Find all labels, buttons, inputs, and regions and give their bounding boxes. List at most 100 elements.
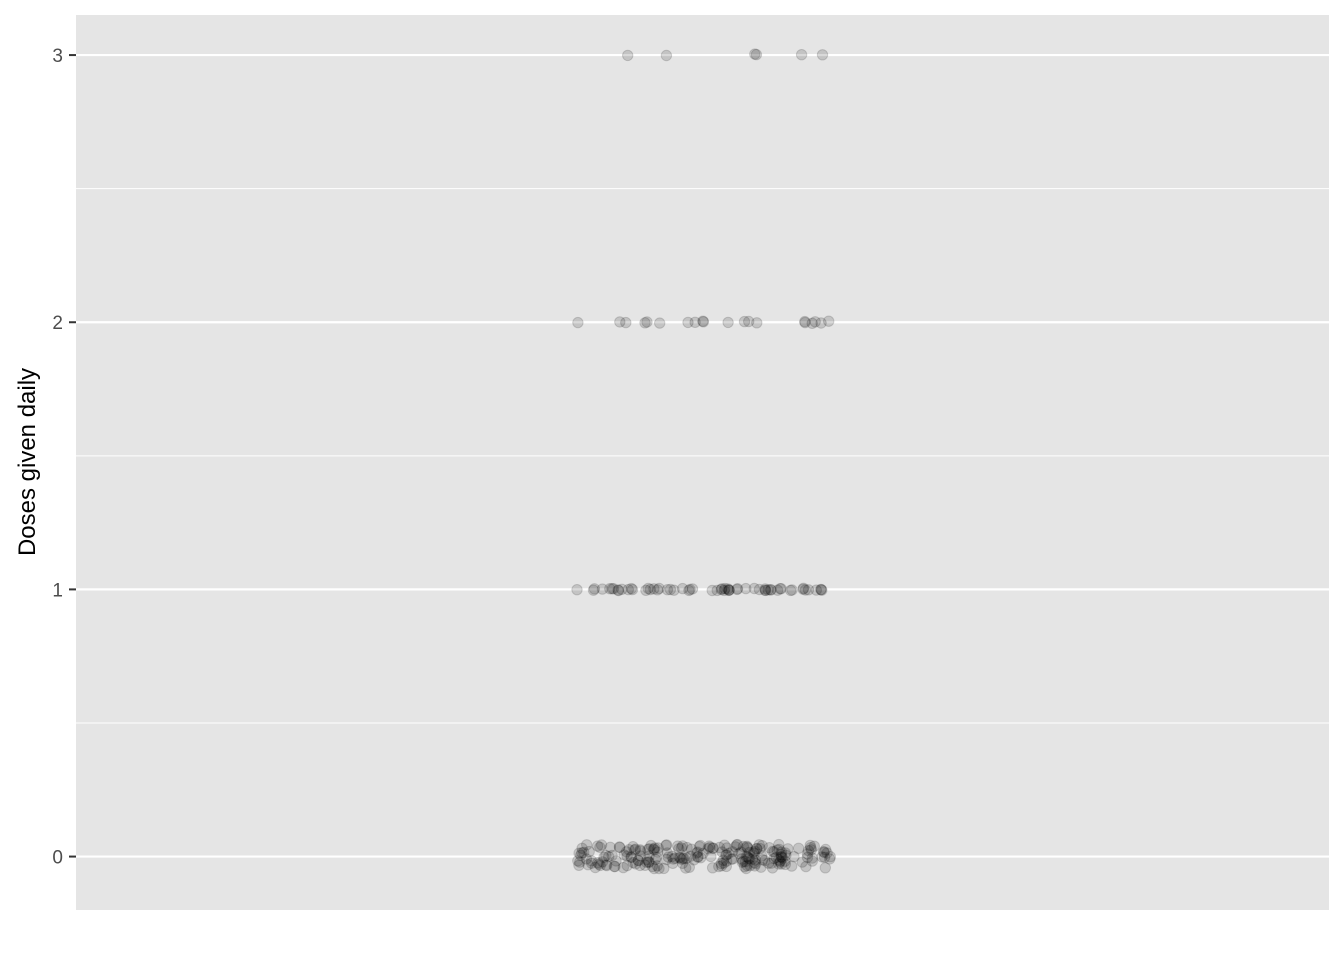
data-point — [804, 839, 816, 852]
data-point — [784, 584, 797, 597]
data-point — [680, 852, 693, 864]
data-point — [738, 861, 751, 873]
data-point — [750, 843, 763, 855]
data-point — [626, 583, 639, 596]
data-point — [723, 584, 735, 597]
data-point — [742, 842, 754, 854]
data-point — [621, 850, 633, 862]
data-point — [726, 846, 739, 858]
data-point — [649, 853, 662, 866]
data-point — [719, 582, 731, 595]
data-point — [604, 583, 616, 595]
data-point — [802, 584, 815, 596]
data-point — [749, 860, 761, 872]
data-point — [721, 849, 733, 861]
data-point — [799, 584, 812, 596]
data-point — [576, 847, 588, 859]
data-point — [775, 858, 788, 870]
data-point — [591, 840, 604, 852]
data-point — [747, 846, 760, 858]
data-point — [641, 854, 653, 866]
data-point — [684, 583, 696, 596]
data-point — [815, 584, 827, 596]
data-point — [683, 584, 695, 597]
data-point — [727, 853, 739, 865]
data-point — [770, 851, 782, 864]
data-point — [651, 584, 664, 596]
data-point — [689, 316, 701, 328]
data-point — [754, 842, 766, 855]
data-point — [639, 859, 651, 871]
data-point — [704, 841, 716, 853]
data-point — [743, 846, 756, 859]
data-point — [618, 849, 630, 861]
data-point — [824, 851, 836, 863]
data-point — [660, 839, 673, 851]
data-point — [816, 49, 829, 61]
data-point — [765, 584, 777, 596]
data-point — [799, 316, 811, 329]
data-point — [776, 851, 788, 863]
data-point — [662, 851, 674, 863]
data-point — [654, 317, 666, 329]
data-point — [762, 857, 775, 869]
data-point — [589, 861, 601, 874]
data-point — [748, 582, 760, 595]
data-point — [691, 846, 704, 858]
data-point — [628, 844, 641, 856]
data-point — [715, 583, 727, 596]
data-point — [806, 852, 818, 864]
data-point — [660, 853, 673, 866]
data-point — [743, 853, 756, 865]
y-axis-ticks: 0 1 2 3 — [52, 46, 76, 869]
data-point — [810, 584, 822, 596]
data-point — [646, 860, 659, 873]
data-point — [773, 858, 785, 870]
data-point — [681, 841, 693, 854]
data-point — [744, 859, 756, 872]
data-point — [721, 842, 733, 854]
data-point — [735, 846, 747, 858]
data-point — [627, 856, 639, 869]
data-point — [774, 583, 786, 595]
data-point — [705, 850, 717, 863]
data-point — [616, 583, 628, 595]
data-point — [748, 847, 760, 860]
data-point — [627, 841, 639, 853]
data-point — [673, 843, 685, 855]
data-point — [593, 858, 605, 870]
data-point — [664, 583, 677, 596]
data-point — [740, 862, 752, 875]
y-tick-label: 3 — [52, 46, 63, 67]
data-point — [718, 857, 730, 869]
data-point — [678, 852, 690, 864]
y-axis-title: Doses given daily — [14, 368, 41, 556]
data-point — [596, 583, 609, 595]
data-point — [623, 844, 635, 856]
data-point — [688, 854, 700, 866]
data-point — [818, 846, 830, 858]
data-point — [759, 584, 772, 597]
data-point — [718, 584, 730, 597]
data-point — [606, 849, 618, 862]
data-point — [575, 849, 587, 861]
data-point — [610, 855, 622, 867]
data-point — [634, 850, 647, 862]
data-point — [648, 583, 660, 595]
data-point — [653, 582, 665, 595]
data-point — [677, 852, 689, 864]
data-point — [706, 862, 719, 874]
data-point — [629, 858, 642, 870]
data-point — [648, 862, 660, 875]
data-point — [644, 583, 656, 596]
data-point — [823, 315, 835, 327]
data-point — [765, 857, 778, 869]
data-point — [697, 316, 710, 328]
data-point — [771, 584, 784, 596]
data-point — [673, 851, 686, 863]
data-point — [797, 582, 810, 594]
data-point — [608, 860, 620, 873]
data-point — [685, 843, 698, 855]
data-point — [684, 850, 697, 862]
data-point — [572, 855, 584, 867]
